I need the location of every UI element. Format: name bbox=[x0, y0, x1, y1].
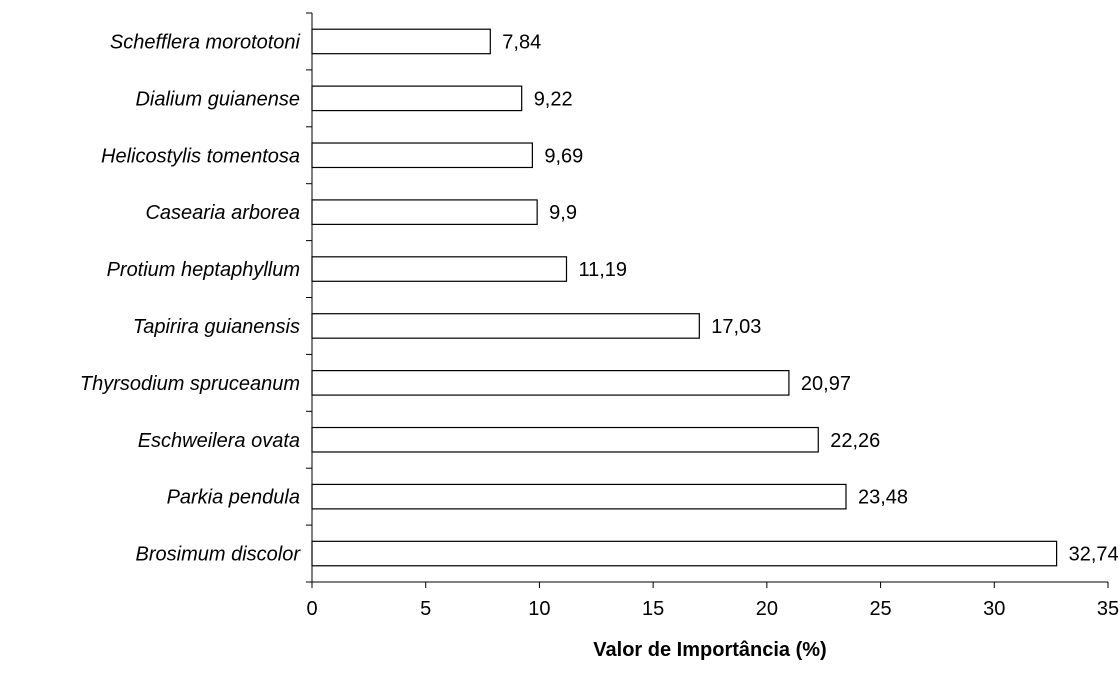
bar bbox=[311, 199, 538, 225]
x-tick-label: 5 bbox=[420, 598, 431, 620]
bar bbox=[311, 142, 533, 169]
value-label: 9,69 bbox=[544, 145, 583, 167]
x-axis-title: Valor de Importância (%) bbox=[593, 639, 826, 661]
category-label: Parkia pendula bbox=[167, 487, 300, 509]
bar bbox=[311, 370, 790, 396]
x-tick-label: 15 bbox=[642, 598, 664, 620]
bars-layer bbox=[311, 28, 1058, 567]
category-label: Helicostylis tomentosa bbox=[101, 145, 300, 167]
category-label: Thyrsodium spruceanum bbox=[80, 373, 300, 395]
value-label: 22,26 bbox=[830, 430, 880, 452]
bar bbox=[311, 313, 700, 339]
bar bbox=[311, 540, 1058, 567]
value-label: 9,9 bbox=[549, 202, 577, 224]
bar bbox=[311, 426, 819, 453]
x-tick-label: 10 bbox=[528, 598, 550, 620]
x-tick-label: 0 bbox=[306, 598, 317, 620]
value-label: 7,84 bbox=[502, 31, 541, 53]
value-label: 17,03 bbox=[711, 316, 761, 338]
category-label: Schefflera morototoni bbox=[110, 31, 301, 53]
bar bbox=[311, 256, 568, 282]
x-tick-label: 30 bbox=[983, 598, 1005, 620]
value-label: 9,22 bbox=[534, 88, 573, 110]
category-label: Protium heptaphyllum bbox=[107, 259, 300, 281]
x-tick-label: 20 bbox=[756, 598, 778, 620]
category-label: Eschweilera ovata bbox=[138, 430, 300, 452]
bar bbox=[311, 28, 491, 55]
axes-layer bbox=[306, 12, 1109, 588]
bar bbox=[311, 483, 847, 510]
category-label: Tapirira guianensis bbox=[133, 316, 300, 338]
category-label: Casearia arborea bbox=[145, 202, 300, 224]
x-tick-label: 35 bbox=[1097, 598, 1119, 620]
value-label: 23,48 bbox=[858, 487, 908, 509]
value-label: 32,74 bbox=[1069, 544, 1119, 566]
bar bbox=[311, 85, 523, 112]
x-tick-label: 25 bbox=[869, 598, 891, 620]
value-label: 20,97 bbox=[801, 373, 851, 395]
category-label: Brosimum discolor bbox=[136, 544, 302, 566]
labels-layer: 0 5 10 15 20 25 30 35 Schefflera morototoni 7,84 D… bbox=[80, 31, 1119, 620]
value-label: 11,19 bbox=[578, 259, 627, 281]
category-label: Dialium guianense bbox=[135, 88, 300, 110]
